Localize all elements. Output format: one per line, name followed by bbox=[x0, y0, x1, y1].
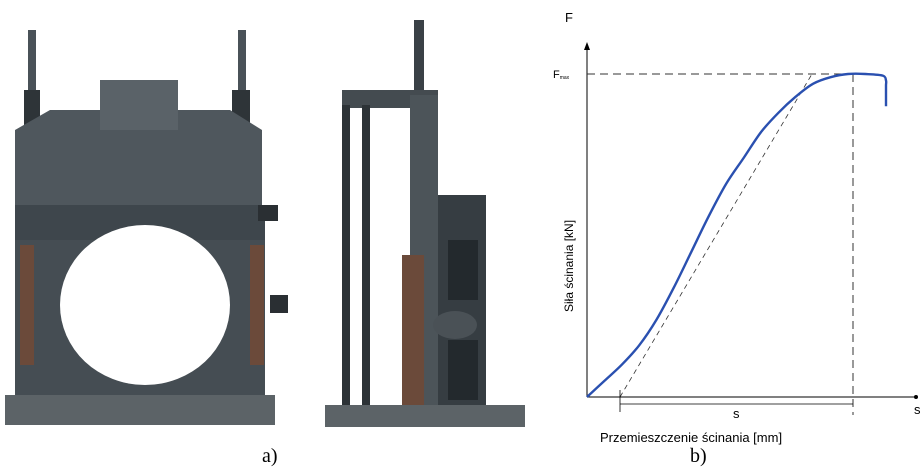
knob-right bbox=[270, 295, 288, 313]
bolt-plate-lower bbox=[448, 340, 478, 400]
side-spring bbox=[402, 255, 424, 405]
y-axis-title: Siła ścinania [kN] bbox=[562, 220, 576, 312]
panel-a-label: a) bbox=[262, 445, 278, 467]
s-dimension-label: s bbox=[733, 406, 740, 421]
side-view-jig bbox=[325, 20, 525, 427]
x-axis-symbol: s bbox=[914, 402, 921, 417]
fmax-label-main: F bbox=[553, 69, 560, 81]
lever-handle bbox=[258, 205, 278, 221]
threaded-rod-right bbox=[238, 30, 246, 90]
panel-b-label: b) bbox=[690, 445, 707, 467]
shear-force-chart: F s Fmax s Przemieszczenie ścinania [mm]… bbox=[553, 10, 921, 445]
guide-rod-1 bbox=[342, 105, 350, 415]
fmax-label-sub: max bbox=[560, 75, 570, 81]
base-plate bbox=[5, 395, 275, 425]
top-block bbox=[100, 80, 178, 130]
guide-rod-2 bbox=[362, 105, 370, 415]
fmax-label: Fmax bbox=[553, 69, 570, 81]
specimen-opening bbox=[60, 225, 230, 385]
x-axis-end-dot bbox=[914, 395, 918, 399]
top-rod bbox=[414, 20, 424, 90]
tangent-dashed-line bbox=[619, 73, 813, 398]
upper-plate bbox=[15, 110, 262, 205]
threaded-rod-left bbox=[28, 30, 36, 90]
x-axis-title: Przemieszczenie ścinania [mm] bbox=[600, 430, 782, 445]
spring-left bbox=[20, 245, 34, 365]
side-base-plate bbox=[325, 405, 525, 427]
y-axis-arrow bbox=[584, 42, 590, 50]
shear-apparatus-photos bbox=[5, 20, 525, 427]
spring-right bbox=[250, 245, 264, 365]
front-view-jig bbox=[5, 30, 288, 425]
hinge bbox=[433, 311, 477, 339]
force-displacement-curve bbox=[586, 72, 888, 398]
bolt-plate-upper bbox=[448, 240, 478, 300]
y-axis-symbol: F bbox=[565, 10, 573, 25]
